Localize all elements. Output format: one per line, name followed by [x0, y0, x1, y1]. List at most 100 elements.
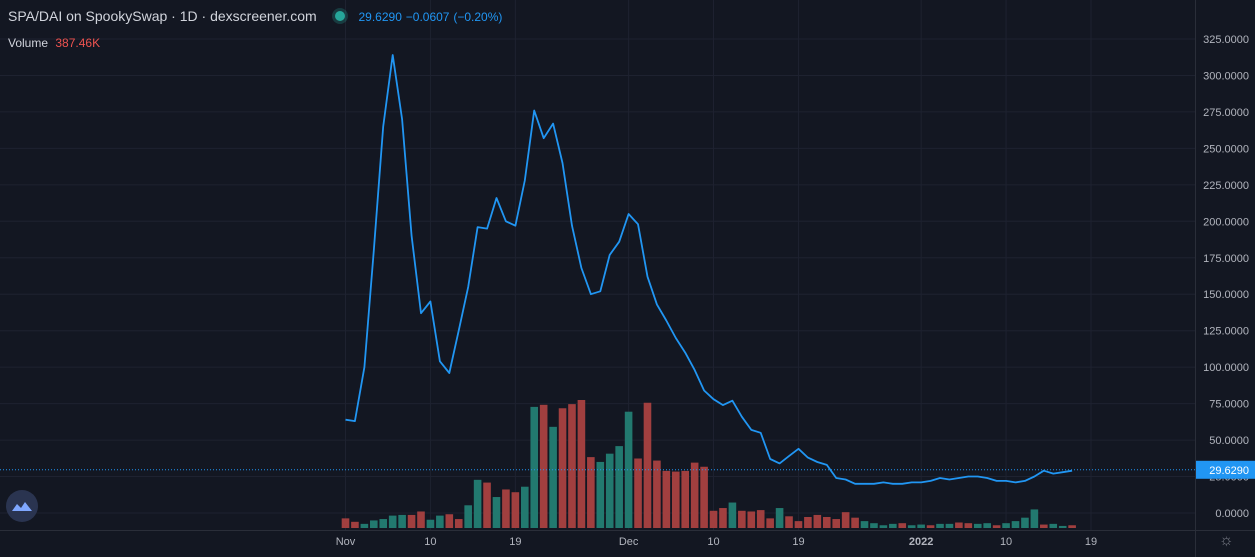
- x-tick-label: 19: [509, 536, 521, 548]
- volume-bar: [634, 458, 642, 528]
- volume-bar: [822, 516, 831, 528]
- volume-bar: [662, 470, 671, 528]
- volume-bar: [841, 512, 850, 528]
- y-tick-label: 175.0000: [1203, 253, 1249, 265]
- volume-bar: [794, 521, 803, 528]
- volume-bar: [945, 523, 954, 528]
- volume-bar: [926, 525, 935, 528]
- volume-bar: [898, 523, 907, 528]
- volume-bar: [624, 411, 633, 528]
- x-tick-label: 2022: [909, 536, 933, 548]
- volume-bar: [351, 521, 359, 528]
- x-tick-label: 10: [424, 536, 436, 548]
- volume-bar: [955, 522, 963, 528]
- volume-bar: [426, 519, 435, 528]
- volume-bar: [973, 523, 982, 528]
- volume-label: Volume: [8, 36, 49, 50]
- gear-icon[interactable]: ☼: [1219, 532, 1234, 549]
- separator: ·: [201, 8, 207, 24]
- volume-bar: [719, 508, 727, 528]
- volume-bar: [436, 515, 444, 528]
- volume-bar: [464, 505, 472, 528]
- volume-bar: [502, 489, 510, 528]
- dexscreener-logo-icon[interactable]: [6, 490, 38, 522]
- price-change-percent: (−0.20%): [453, 10, 503, 24]
- volume-bar: [813, 514, 822, 528]
- chart-grid: [0, 0, 1195, 530]
- volume-bar: [879, 525, 888, 528]
- symbol-label: SPA/DAI on SpookySwap: [8, 8, 168, 24]
- volume-bar: [709, 510, 718, 528]
- source-label: dexscreener.com: [210, 8, 317, 24]
- volume-bar: [690, 462, 699, 528]
- volume-bar: [700, 466, 708, 528]
- y-tick-label: 325.0000: [1203, 34, 1249, 46]
- volume-bar: [370, 520, 378, 528]
- y-tick-label: 100.0000: [1203, 362, 1249, 374]
- interval-label: 1D: [179, 8, 198, 24]
- volume-bar: [1030, 509, 1039, 528]
- chart-legend: SPA/DAI on SpookySwap · 1D · dexscreener…: [8, 8, 502, 24]
- volume-bar: [851, 517, 859, 528]
- volume-bar: [577, 400, 586, 528]
- y-tick-label: 300.0000: [1203, 70, 1249, 82]
- volume-bar: [747, 511, 756, 528]
- x-tick-label: Nov: [336, 536, 356, 548]
- x-tick-label: Dec: [619, 536, 639, 548]
- volume-bar: [983, 523, 991, 528]
- volume-bar: [1011, 521, 1020, 528]
- y-tick-label: 250.0000: [1203, 143, 1249, 155]
- volume-bar: [804, 516, 812, 528]
- volume-bar: [388, 515, 397, 528]
- volume-bar: [870, 523, 878, 528]
- volume-bar: [775, 508, 784, 528]
- volume-bar: [738, 510, 746, 528]
- volume-bar: [492, 497, 501, 528]
- volume-bar: [520, 486, 529, 528]
- y-tick-label: 75.0000: [1209, 399, 1249, 411]
- volume-bar: [936, 523, 944, 528]
- volume-bar: [1068, 525, 1076, 528]
- volume-bar: [558, 408, 567, 528]
- volume-bar: [1040, 524, 1048, 528]
- volume-bar: [341, 518, 350, 528]
- separator: ·: [171, 8, 176, 24]
- x-tick-label: 19: [1085, 536, 1097, 548]
- status-dot-icon: [334, 11, 345, 21]
- volume-bar: [643, 402, 652, 528]
- y-tick-label: 200.0000: [1203, 216, 1249, 228]
- x-tick-label: 10: [707, 536, 719, 548]
- volume-bar: [454, 519, 463, 528]
- volume-bar: [889, 523, 897, 528]
- volume-bar: [379, 519, 388, 528]
- volume-bar: [615, 446, 623, 528]
- volume-bar: [539, 404, 548, 528]
- volume-bar: [860, 521, 869, 528]
- volume-bar: [549, 426, 557, 528]
- volume-bar: [832, 519, 841, 528]
- volume-bar: [1058, 525, 1067, 528]
- volume-bar: [483, 482, 491, 528]
- volume-bar: [398, 514, 406, 528]
- volume-bar: [907, 525, 916, 528]
- y-tick-label: 225.0000: [1203, 180, 1249, 192]
- volume-bar: [917, 524, 925, 528]
- volume-bar: [653, 460, 661, 528]
- volume-bar: [728, 502, 737, 528]
- volume-bar: [596, 461, 605, 528]
- volume-bar: [756, 510, 765, 528]
- volume-bar: [785, 516, 793, 528]
- last-price-value: 29.6290: [358, 10, 402, 24]
- volume-bar: [587, 457, 595, 528]
- volume-bar: [511, 492, 520, 528]
- x-tick-label: 19: [792, 536, 804, 548]
- volume-bar: [605, 453, 614, 528]
- volume-bar: [1002, 523, 1010, 528]
- x-tick-label: 10: [1000, 536, 1012, 548]
- volume-bar: [1049, 523, 1058, 528]
- volume-bar: [681, 470, 690, 528]
- volume-bar: [473, 479, 482, 528]
- price-line: [345, 54, 1073, 485]
